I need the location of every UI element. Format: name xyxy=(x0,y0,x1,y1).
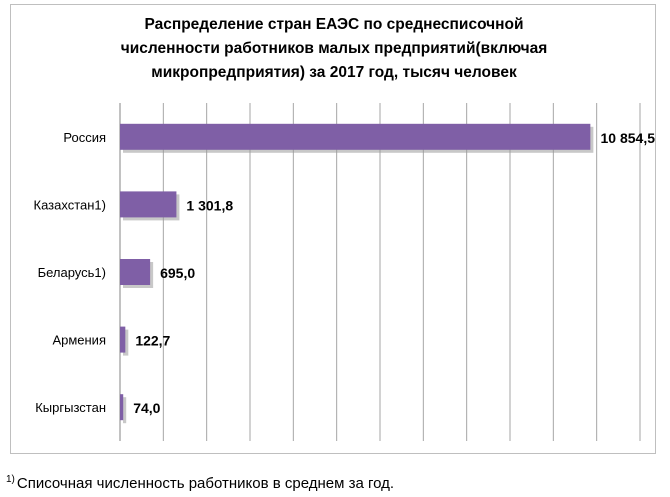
data-label: 10 854,5 xyxy=(601,130,656,146)
chart-title-line-3: микропредприятия) за 2017 год, тысяч чел… xyxy=(151,64,517,81)
bar xyxy=(120,191,177,218)
data-label: 1 301,8 xyxy=(186,197,233,213)
footnote: 1) Списочная численность работников в сре… xyxy=(6,470,394,494)
bar-plot: Россия 10 854,5 Казахстан1) 1 301,8 Беларусь… xyxy=(34,103,656,441)
category-label: Казахстан1) xyxy=(34,197,106,212)
data-label: 695,0 xyxy=(160,265,195,281)
bar xyxy=(120,259,151,285)
bar xyxy=(120,326,126,353)
chart-frame: Распределение стран ЕАЭС по среднесписоч… xyxy=(10,4,656,454)
bars xyxy=(120,123,594,424)
bar xyxy=(120,394,124,421)
data-label: 74,0 xyxy=(133,400,160,416)
bar-shadow xyxy=(123,329,129,356)
chart-title: Распределение стран ЕАЭС по среднесписоч… xyxy=(11,13,657,85)
gridlines xyxy=(119,103,641,441)
chart-title-line-1: Распределение стран ЕАЭС по среднесписоч… xyxy=(144,16,524,33)
category-label: Кыргызстан xyxy=(35,400,106,415)
bar xyxy=(120,123,591,150)
footnote-marker: 1) xyxy=(6,474,15,485)
bar-shadow xyxy=(123,397,127,424)
footnote-text: Списочная численность работников в средн… xyxy=(16,475,395,492)
category-label: Россия xyxy=(63,130,106,145)
category-label: Беларусь1) xyxy=(38,265,106,280)
data-label: 122,7 xyxy=(135,333,170,349)
category-label: Армения xyxy=(52,333,106,348)
labels: Россия 10 854,5 Казахстан1) 1 301,8 Беларусь… xyxy=(34,130,656,416)
chart-title-line-2: численности работников малых предприятий… xyxy=(120,40,548,57)
